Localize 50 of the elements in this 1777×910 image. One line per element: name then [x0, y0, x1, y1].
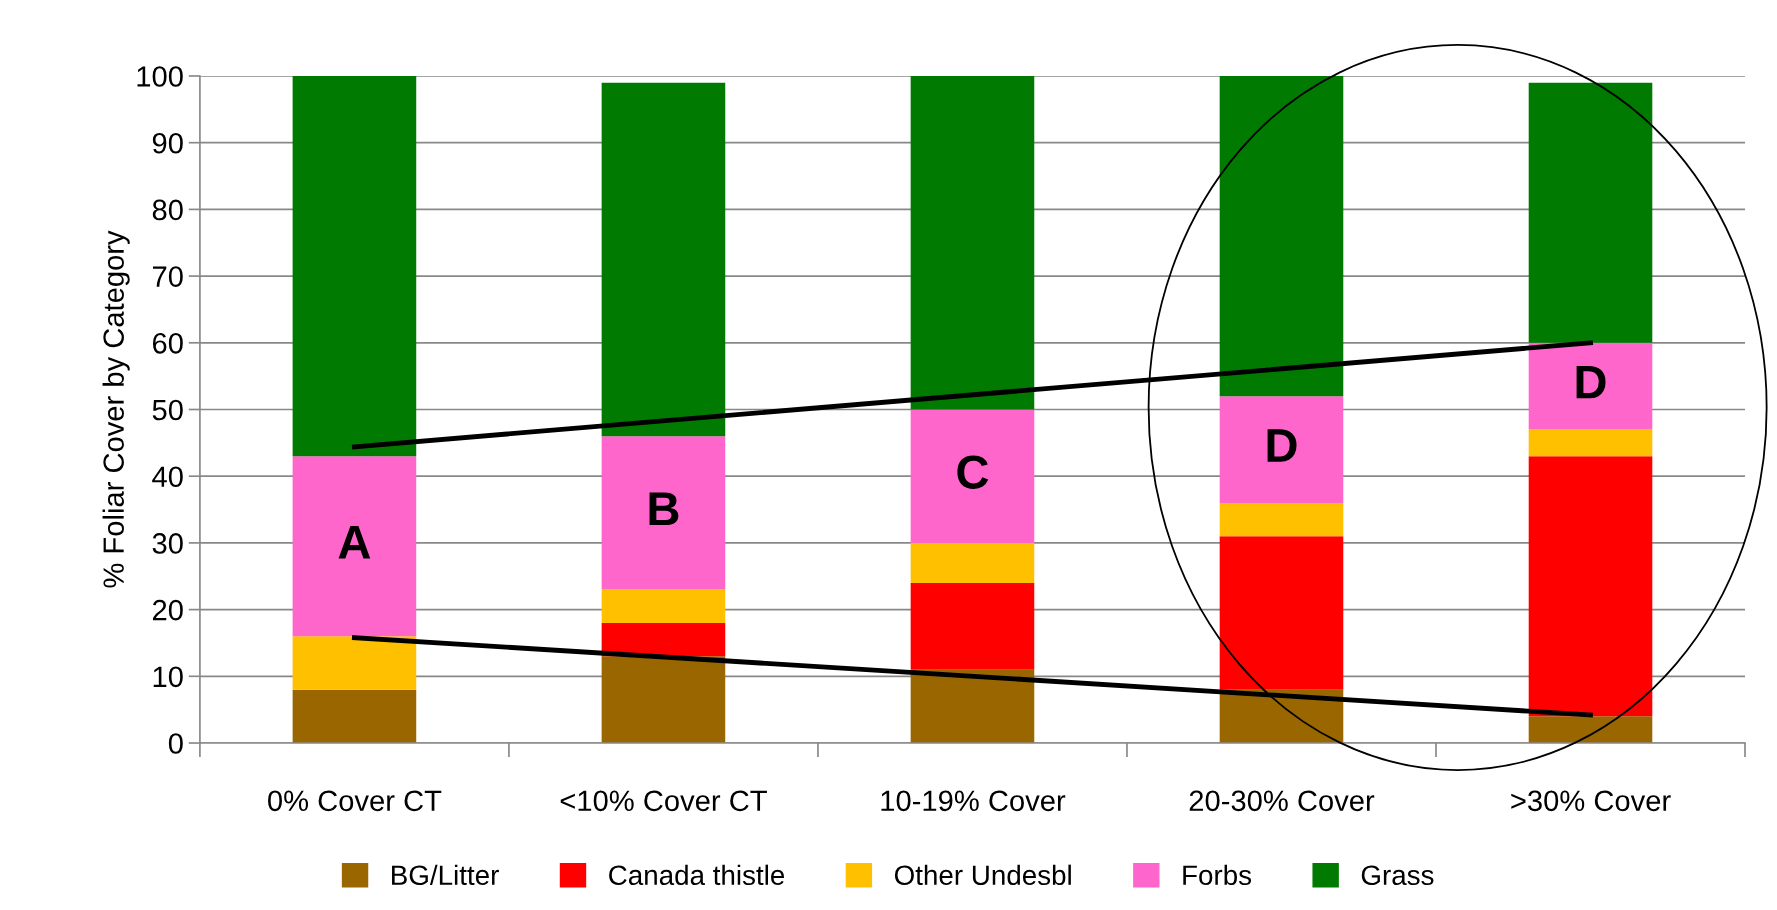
y-tick-label: 40 — [152, 466, 183, 488]
x-tick-label: <10% Cover CT — [560, 790, 767, 812]
bar — [292, 689, 417, 744]
annotation: A — [338, 525, 371, 559]
y-tick-label: 0 — [168, 733, 183, 754]
bar — [910, 669, 1035, 744]
y-tick-label: 50 — [152, 399, 183, 421]
y-tick-label: 80 — [152, 199, 183, 221]
y-tick-label: 100 — [137, 66, 183, 87]
bar — [1219, 396, 1344, 503]
bar — [292, 456, 417, 637]
bar — [601, 82, 726, 437]
y-tick-label: 90 — [152, 132, 183, 154]
bar — [910, 75, 1035, 410]
legend-label: Other Undesbl — [894, 864, 1071, 886]
bar — [1219, 536, 1344, 690]
bar — [1528, 82, 1653, 343]
legend-label: Canada thistle — [609, 864, 785, 886]
x-tick-label: 0% Cover CT — [268, 790, 442, 812]
legend-label: Grass — [1361, 865, 1434, 886]
bar — [910, 582, 1035, 670]
bar — [910, 542, 1035, 583]
bar — [1219, 502, 1344, 537]
bar — [1219, 75, 1344, 397]
annotation: B — [649, 492, 679, 526]
bar — [1528, 342, 1653, 430]
annotation: D — [1576, 365, 1606, 399]
bar — [1528, 429, 1653, 457]
y-tick-label: 60 — [152, 333, 183, 354]
bar — [292, 636, 417, 690]
x-tick-label: 10-19% Cover — [881, 790, 1066, 812]
legend-label: BG/Litter — [392, 864, 499, 886]
x-tick-label: >30% Cover — [1511, 790, 1671, 812]
y-axis-title: % Foliar Cover by Category — [102, 230, 130, 588]
bar — [1528, 456, 1653, 717]
bar — [601, 656, 726, 744]
y-tick-label: 10 — [153, 666, 183, 688]
bar — [601, 436, 726, 590]
y-tick-label: 70 — [153, 266, 183, 287]
y-tick-label: 30 — [152, 533, 183, 554]
bar — [292, 75, 417, 457]
bar — [601, 589, 726, 623]
x-tick-label: 20-30% Cover — [1189, 790, 1375, 812]
bar — [601, 622, 726, 657]
bar — [910, 409, 1035, 543]
y-tick-label: 20 — [152, 599, 183, 621]
annotation: D — [1267, 429, 1297, 462]
legend-label: Forbs — [1183, 864, 1252, 886]
bar — [1528, 716, 1653, 744]
annotation: C — [957, 455, 989, 489]
